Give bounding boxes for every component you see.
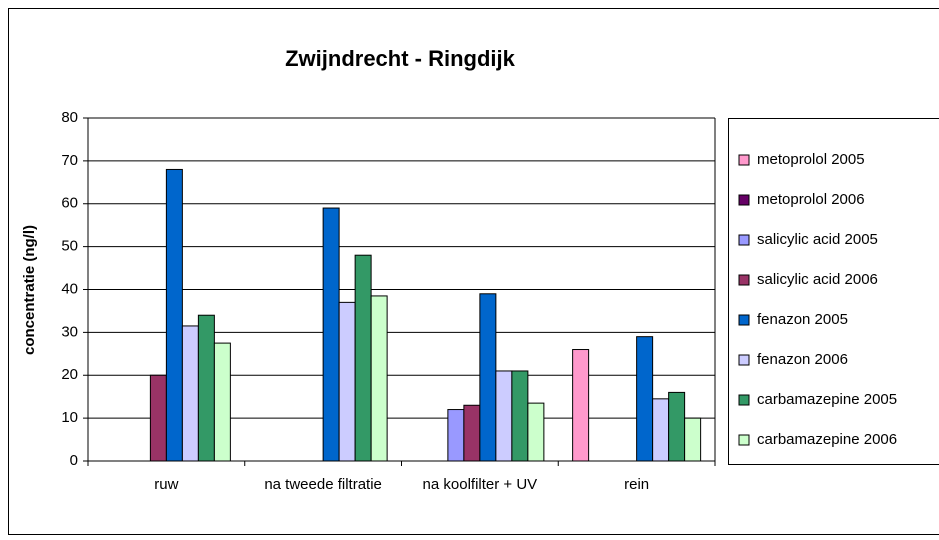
bar	[463, 404, 481, 462]
bar	[149, 374, 167, 462]
bar	[527, 402, 545, 462]
y-tick-label: 60	[61, 195, 78, 212]
y-tick-label: 80	[61, 109, 78, 126]
legend-label: fenazon 2005	[757, 311, 848, 328]
bar	[197, 314, 215, 462]
legend-label: carbamazepine 2006	[757, 431, 897, 448]
bar	[213, 342, 231, 462]
y-tick-label: 50	[61, 238, 78, 255]
legend-label: fenazon 2006	[757, 351, 848, 368]
legend-swatch	[738, 314, 750, 326]
bar	[636, 336, 654, 462]
bar	[684, 417, 702, 462]
bar	[511, 370, 529, 462]
legend-swatch	[738, 234, 750, 246]
y-tick-label: 10	[61, 409, 78, 426]
y-tick-label: 0	[70, 452, 78, 469]
chart-title: Zwijndrecht - Ringdijk	[285, 46, 516, 71]
x-tick-label: rein	[624, 476, 650, 493]
legend-label: metoprolol 2005	[757, 151, 865, 168]
y-tick-label: 70	[61, 152, 78, 169]
bar	[652, 398, 670, 462]
bar	[181, 325, 199, 462]
bar	[572, 349, 590, 462]
bar	[668, 391, 686, 462]
legend-box	[728, 118, 939, 465]
y-tick-label: 20	[61, 366, 78, 383]
bar	[338, 301, 356, 462]
bar	[479, 293, 497, 462]
x-tick-label: na koolfilter + UV	[422, 476, 538, 493]
y-axis-label: concentratie (ng/l)	[21, 225, 38, 355]
legend-swatch	[738, 354, 750, 366]
x-tick-label: ruw	[154, 476, 179, 493]
x-tick-label: na tweede filtratie	[264, 476, 382, 493]
bar	[495, 370, 513, 462]
y-tick-label: 40	[61, 280, 78, 297]
legend-label: carbamazepine 2005	[757, 391, 897, 408]
legend-label: metoprolol 2006	[757, 191, 865, 208]
legend-swatch	[738, 154, 750, 166]
bar	[354, 254, 372, 462]
legend-label: salicylic acid 2005	[757, 231, 878, 248]
legend-swatch	[738, 434, 750, 446]
legend-swatch	[738, 274, 750, 286]
bar	[165, 168, 183, 462]
legend-label: salicylic acid 2006	[757, 271, 878, 288]
bar	[447, 409, 465, 462]
bar	[322, 207, 340, 462]
legend-swatch	[738, 194, 750, 206]
y-tick-label: 30	[61, 323, 78, 340]
bar	[370, 295, 388, 462]
legend-swatch	[738, 394, 750, 406]
